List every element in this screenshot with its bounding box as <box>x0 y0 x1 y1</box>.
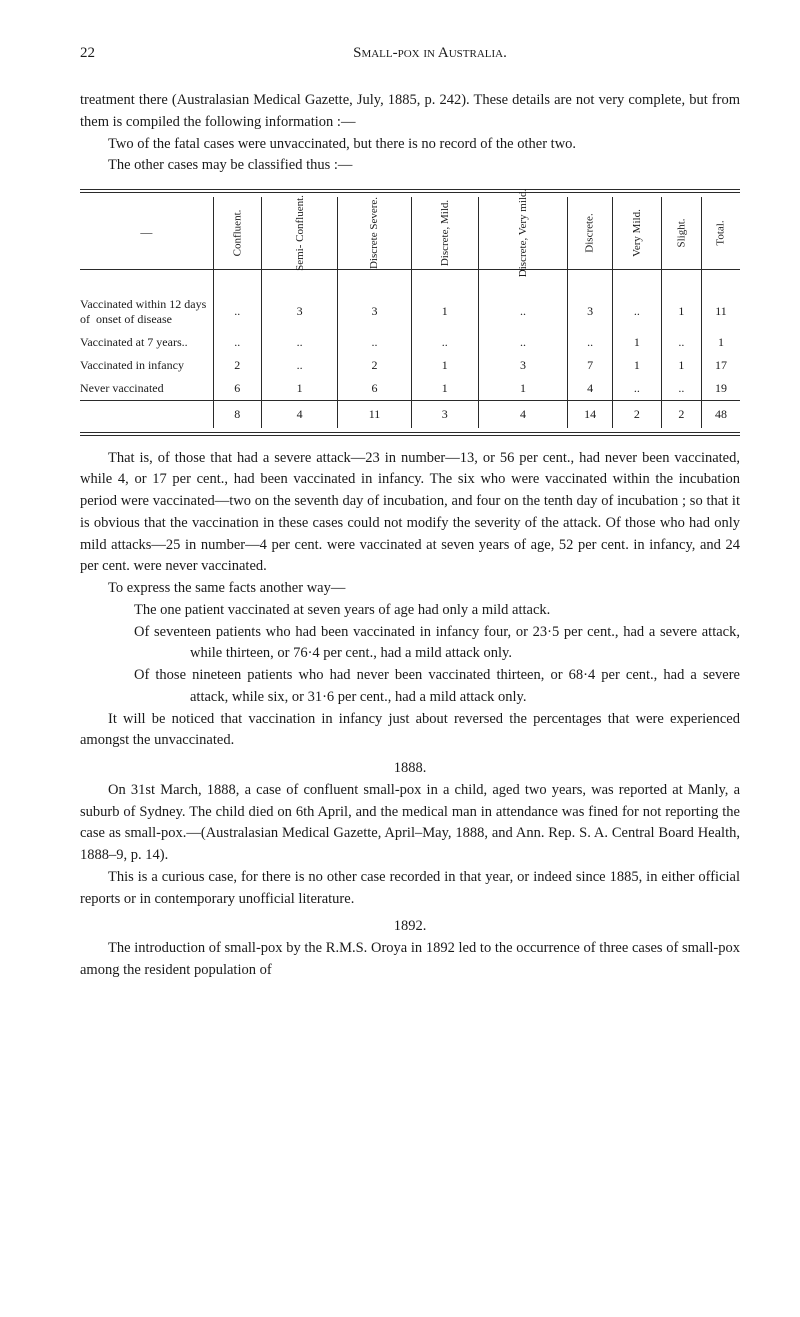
table-cell: .. <box>338 331 411 354</box>
table-cell: 3 <box>478 354 567 377</box>
totals-cell: 48 <box>701 400 740 428</box>
table-rule <box>80 432 740 433</box>
table-header: Very Mild. <box>612 197 661 269</box>
paragraph: To express the same facts another way— <box>80 578 740 600</box>
table-cell: 7 <box>568 354 613 377</box>
table-cell: 1 <box>261 377 338 401</box>
table-cell: 3 <box>261 293 338 331</box>
table-cell: 1 <box>701 331 740 354</box>
body-text: treatment there (Australasian Medical Ga… <box>80 90 740 177</box>
table-cell: 4 <box>568 377 613 401</box>
table-row: Vaccinated in infancy2..21371117 <box>80 354 740 377</box>
paragraph: This is a curious case, for there is no … <box>80 867 740 911</box>
table-cell: 2 <box>213 354 261 377</box>
table-cell: .. <box>612 293 661 331</box>
table-header: Discrete Severe. <box>338 197 411 269</box>
data-table: — Confluent. Semi- Confluent. Discrete S… <box>80 197 740 428</box>
page-number: 22 <box>80 45 120 62</box>
row-label: Vaccinated at 7 years.. <box>80 331 213 354</box>
table-top-rule <box>80 189 740 190</box>
table-cell: .. <box>213 331 261 354</box>
table-cell: 17 <box>701 354 740 377</box>
paragraph: treatment there (Australasian Medical Ga… <box>80 90 740 134</box>
year-header: 1888. <box>80 758 740 780</box>
page-header: 22 Small-pox in Australia. <box>80 45 740 62</box>
paragraph: Of those nineteen patients who had never… <box>80 665 740 709</box>
table-cell: 1 <box>411 377 478 401</box>
totals-label <box>80 400 213 428</box>
paragraph: Of seventeen patients who had been vacci… <box>80 622 740 666</box>
table-cell: 1 <box>411 354 478 377</box>
table-cell: .. <box>213 293 261 331</box>
table-header-row: — Confluent. Semi- Confluent. Discrete S… <box>80 197 740 269</box>
body-text: That is, of those that had a severe atta… <box>80 448 740 982</box>
table-cell: .. <box>478 293 567 331</box>
table-cell: 2 <box>338 354 411 377</box>
paragraph: That is, of those that had a severe atta… <box>80 448 740 579</box>
table-cell: .. <box>612 377 661 401</box>
year-header: 1892. <box>80 916 740 938</box>
table-row: Vaccinated at 7 years..............1..1 <box>80 331 740 354</box>
table-cell: 1 <box>411 293 478 331</box>
table-cell: .. <box>661 331 701 354</box>
row-label: Never vaccinated <box>80 377 213 401</box>
table-cell: 1 <box>661 354 701 377</box>
totals-row: 841134142248 <box>80 400 740 428</box>
table-cell: 11 <box>701 293 740 331</box>
table-header: Discrete, Very mild. <box>478 197 567 269</box>
paragraph: The one patient vaccinated at seven year… <box>80 600 740 622</box>
table-cell: 1 <box>612 354 661 377</box>
paragraph: On 31st March, 1888, a case of confluent… <box>80 780 740 867</box>
table-cell: .. <box>261 331 338 354</box>
table-header: Slight. <box>661 197 701 269</box>
table-header: Discrete, Mild. <box>411 197 478 269</box>
table-header-blank: — <box>80 197 213 269</box>
row-label: Vaccinated within 12 days of onset of di… <box>80 293 213 331</box>
totals-cell: 8 <box>213 400 261 428</box>
paragraph: Two of the fatal cases were unvaccinated… <box>80 134 740 156</box>
totals-cell: 4 <box>261 400 338 428</box>
table-cell: .. <box>478 331 567 354</box>
table-cell: .. <box>411 331 478 354</box>
table-cell: .. <box>568 331 613 354</box>
table-cell: 1 <box>661 293 701 331</box>
table-cell: 1 <box>612 331 661 354</box>
table-row: Never vaccinated616114....19 <box>80 377 740 401</box>
totals-cell: 4 <box>478 400 567 428</box>
totals-cell: 3 <box>411 400 478 428</box>
table-cell: .. <box>661 377 701 401</box>
table-bottom-rule <box>80 435 740 436</box>
paragraph: The other cases may be classified thus :… <box>80 155 740 177</box>
table-cell: 19 <box>701 377 740 401</box>
table-cell: 1 <box>478 377 567 401</box>
table-row: Vaccinated within 12 days of onset of di… <box>80 293 740 331</box>
table-cell: 6 <box>338 377 411 401</box>
table-cell: 3 <box>338 293 411 331</box>
page-title: Small-pox in Australia. <box>120 45 740 62</box>
table-header: Discrete. <box>568 197 613 269</box>
paragraph: It will be noticed that vaccination in i… <box>80 709 740 753</box>
table-header: Semi- Confluent. <box>261 197 338 269</box>
table-cell: 3 <box>568 293 613 331</box>
table-header: Total. <box>701 197 740 269</box>
totals-cell: 14 <box>568 400 613 428</box>
paragraph: The introduction of small-pox by the R.M… <box>80 938 740 982</box>
row-label: Vaccinated in infancy <box>80 354 213 377</box>
totals-cell: 2 <box>612 400 661 428</box>
totals-cell: 11 <box>338 400 411 428</box>
totals-cell: 2 <box>661 400 701 428</box>
table-cell: 6 <box>213 377 261 401</box>
table-rule <box>80 192 740 193</box>
table-cell: .. <box>261 354 338 377</box>
table-header: Confluent. <box>213 197 261 269</box>
